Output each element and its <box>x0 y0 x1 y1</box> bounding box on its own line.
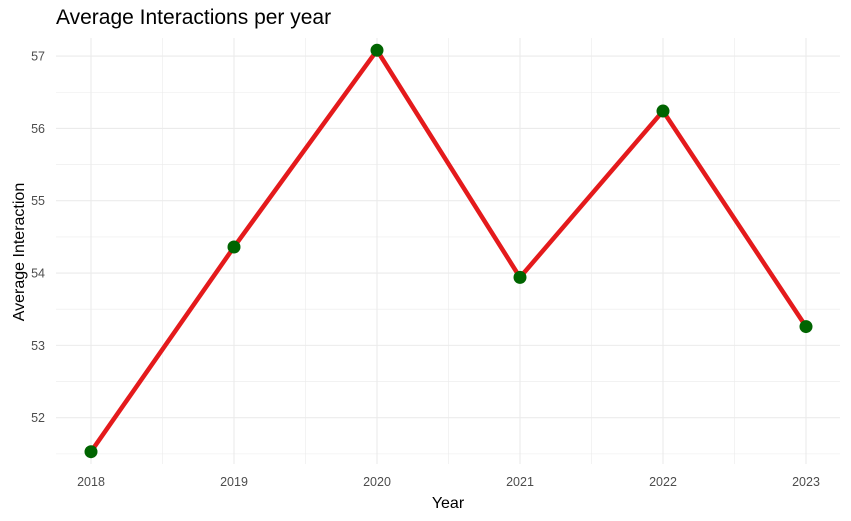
x-axis-title: Year <box>432 495 465 512</box>
grid-major <box>56 38 840 464</box>
series-line <box>88 48 809 454</box>
y-tick-label: 54 <box>31 267 45 281</box>
x-tick-label: 2021 <box>506 475 534 489</box>
y-tick-label: 57 <box>31 50 45 64</box>
x-tick-label: 2019 <box>220 475 248 489</box>
x-tick-label: 2018 <box>77 475 105 489</box>
data-point <box>513 270 527 284</box>
x-tick-label: 2022 <box>649 475 677 489</box>
x-tick-label: 2020 <box>363 475 391 489</box>
data-points <box>84 43 813 459</box>
chart-title: Average Interactions per year <box>56 6 332 29</box>
y-tick-label: 52 <box>31 411 45 425</box>
y-axis-title: Average Interaction <box>11 183 28 321</box>
data-point <box>656 104 670 118</box>
y-tick-labels: 52 53 54 55 56 57 <box>31 50 45 426</box>
y-tick-label: 55 <box>31 194 45 208</box>
data-point <box>799 320 813 334</box>
y-tick-label: 56 <box>31 122 45 136</box>
data-point <box>370 43 384 57</box>
x-tick-labels: 2018 2019 2020 2021 2022 2023 <box>77 475 820 489</box>
data-point <box>227 240 241 254</box>
x-tick-label: 2023 <box>792 475 820 489</box>
data-point <box>84 445 98 459</box>
series-line-path <box>88 48 809 454</box>
grid-minor <box>56 38 840 464</box>
y-tick-label: 53 <box>31 339 45 353</box>
